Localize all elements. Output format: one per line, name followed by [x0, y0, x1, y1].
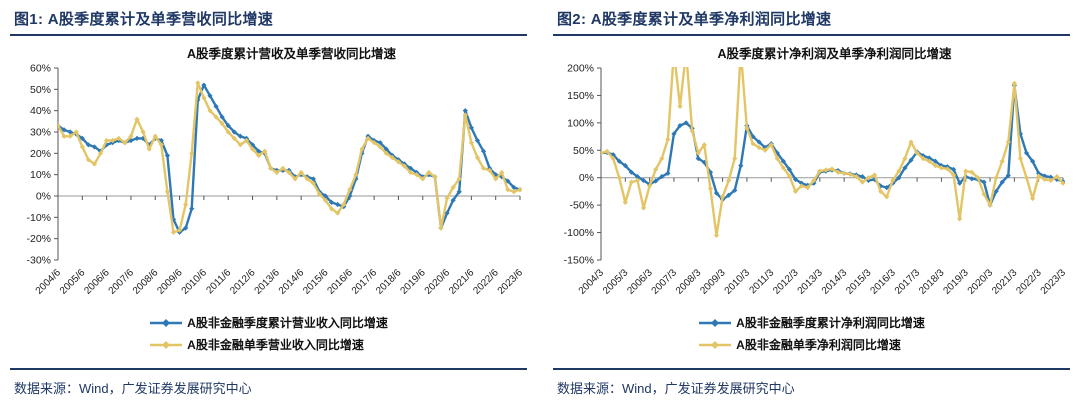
x-axis-tick-label: 2007/3 — [650, 267, 680, 297]
y-axis-tick-label: 20% — [30, 148, 51, 160]
x-axis-tick-label: 2020/6 — [423, 267, 453, 297]
x-axis-tick-label: 2005/6 — [58, 267, 88, 297]
chart-2-inner-title: A股季度累计净利润及单季净利润同比增速 — [717, 47, 952, 61]
x-axis-tick-label: 2015/6 — [301, 267, 331, 297]
x-axis-tick-label: 2018/6 — [374, 267, 404, 297]
x-axis-tick-label: 2020/3 — [966, 267, 996, 297]
chart-svg: -30%-20%-10%0%10%20%30%40%50%60%2004/620… — [26, 63, 526, 297]
x-axis-tick-label: 2014/3 — [820, 267, 850, 297]
x-axis-tick-label: 2016/6 — [325, 267, 355, 297]
figure-1-source: 数据来源：Wind，广发证券发展研究中心 — [10, 368, 527, 399]
y-axis-tick-label: -30% — [26, 255, 51, 267]
x-axis-tick-label: 2011/3 — [747, 267, 776, 296]
x-axis-tick-label: 2009/6 — [155, 267, 185, 297]
x-axis-tick-label: 2012/3 — [771, 267, 801, 297]
legend-line-marker-icon — [699, 318, 732, 327]
x-axis-tick-label: 2017/6 — [350, 267, 380, 297]
x-axis-tick-label: 2006/6 — [82, 267, 112, 297]
x-axis-tick-label: 2018/3 — [917, 267, 947, 297]
x-axis-tick-label: 2013/6 — [253, 267, 283, 297]
chart-svg: -150%-100%-50%0%50%100%150%200%2004/3200… — [564, 63, 1069, 297]
y-axis-tick-label: 0% — [579, 172, 594, 184]
legend-item: A股非金融季度累计净利润同比增速 — [698, 314, 925, 331]
y-axis-tick-label: 150% — [567, 90, 594, 102]
y-axis-tick-label: 40% — [30, 105, 51, 117]
y-axis-tick-label: -150% — [564, 255, 594, 267]
y-axis-tick-label: -100% — [564, 227, 594, 239]
figure-2-panel: 图2: A股季度累计及单季净利润同比增速 A股季度累计净利润及单季净利润同比增速… — [553, 4, 1070, 399]
x-axis-tick-label: 2007/6 — [107, 267, 137, 297]
legend-item: A股非金融单季营业收入同比增速 — [149, 336, 388, 353]
x-axis-tick-label: 2016/3 — [868, 267, 898, 297]
x-axis-tick-label: 2022/3 — [1014, 267, 1044, 297]
x-axis-tick-label: 2004/6 — [34, 267, 64, 297]
y-axis-tick-label: -20% — [26, 233, 51, 245]
x-axis-tick-label: 2009/3 — [698, 267, 728, 297]
chart-1-inner-title: A股季度累计营收及单季营收同比增速 — [186, 47, 397, 61]
y-axis-tick-label: -50% — [569, 200, 594, 212]
legend-line-marker-icon — [699, 340, 732, 349]
x-axis-tick-label: 2008/6 — [131, 267, 161, 297]
figure-1-title: 图1: A股季度累计及单季营收同比增速 — [10, 4, 527, 36]
x-axis-tick-label: 2010/3 — [723, 267, 753, 297]
x-axis-tick-label: 2023/6 — [496, 267, 526, 297]
chart-1-plot: -30% -20% -10% 0% 10% 20% 30% 40% 50% 60% 2004/6 20… — [10, 62, 526, 312]
legend-line-marker-icon — [150, 340, 183, 349]
x-axis-tick-label: 2013/3 — [796, 267, 826, 297]
x-axis-tick-label: 2005/3 — [601, 267, 631, 297]
chart-2-plot: -150% -100% -50% 0% 50% 100% 150% 200% 2004/3 200… — [553, 62, 1069, 312]
y-axis-tick-label: -10% — [26, 212, 51, 224]
x-axis-tick-label: 2004/3 — [577, 267, 607, 297]
legend-label: A股非金融单季营业收入同比增速 — [187, 338, 364, 352]
y-axis-tick-label: 200% — [567, 63, 594, 75]
x-axis-tick-label: 2021/6 — [447, 267, 477, 297]
figure-2-title: 图2: A股季度累计及单季净利润同比增速 — [553, 4, 1070, 36]
y-axis-tick-label: 30% — [30, 127, 51, 139]
x-axis-tick-label: 2010/6 — [180, 267, 210, 297]
legend-label: A股非金融季度累计净利润同比增速 — [736, 316, 925, 330]
legend-label: A股非金融单季净利润同比增速 — [736, 338, 901, 352]
x-axis-tick-label: 2017/3 — [893, 267, 923, 297]
x-axis-tick-label: 2015/3 — [844, 267, 874, 297]
chart-1-legend: A股非金融季度累计营业收入同比增速 A股非金融单季营业收入同比增速 — [149, 312, 388, 353]
y-axis-tick-label: 50% — [30, 84, 51, 96]
x-axis-tick-label: 2023/3 — [1039, 267, 1069, 297]
y-axis-tick-label: 50% — [573, 145, 594, 157]
x-axis-tick-label: 2012/6 — [228, 267, 258, 297]
y-axis-tick-label: 60% — [30, 63, 51, 75]
y-axis-tick-label: 100% — [567, 117, 594, 129]
figure-1-panel: 图1: A股季度累计及单季营收同比增速 A股季度累计营收及单季营收同比增速 -3… — [10, 4, 527, 399]
x-axis-tick-label: 2019/3 — [941, 267, 971, 297]
legend-item: A股非金融季度累计营业收入同比增速 — [149, 314, 388, 331]
chart-2-legend: A股非金融季度累计净利润同比增速 A股非金融单季净利润同比增速 — [698, 312, 925, 353]
figure-2-source: 数据来源：Wind，广发证券发展研究中心 — [553, 368, 1070, 399]
y-axis-tick-label: 10% — [30, 169, 51, 181]
x-axis-tick-label: 2022/6 — [471, 267, 501, 297]
x-axis-tick-label: 2008/3 — [674, 267, 704, 297]
y-axis-tick-label: 0% — [36, 191, 51, 203]
legend-line-marker-icon — [150, 318, 183, 327]
x-axis-tick-label: 2011/6 — [204, 267, 233, 296]
legend-label: A股非金融季度累计营业收入同比增速 — [187, 316, 388, 330]
x-axis-tick-label: 2021/3 — [990, 267, 1020, 297]
x-axis-tick-label: 2019/6 — [398, 267, 428, 297]
x-axis-tick-label: 2014/6 — [277, 267, 307, 297]
x-axis-tick-label: 2006/3 — [625, 267, 655, 297]
legend-item: A股非金融单季净利润同比增速 — [698, 336, 925, 353]
